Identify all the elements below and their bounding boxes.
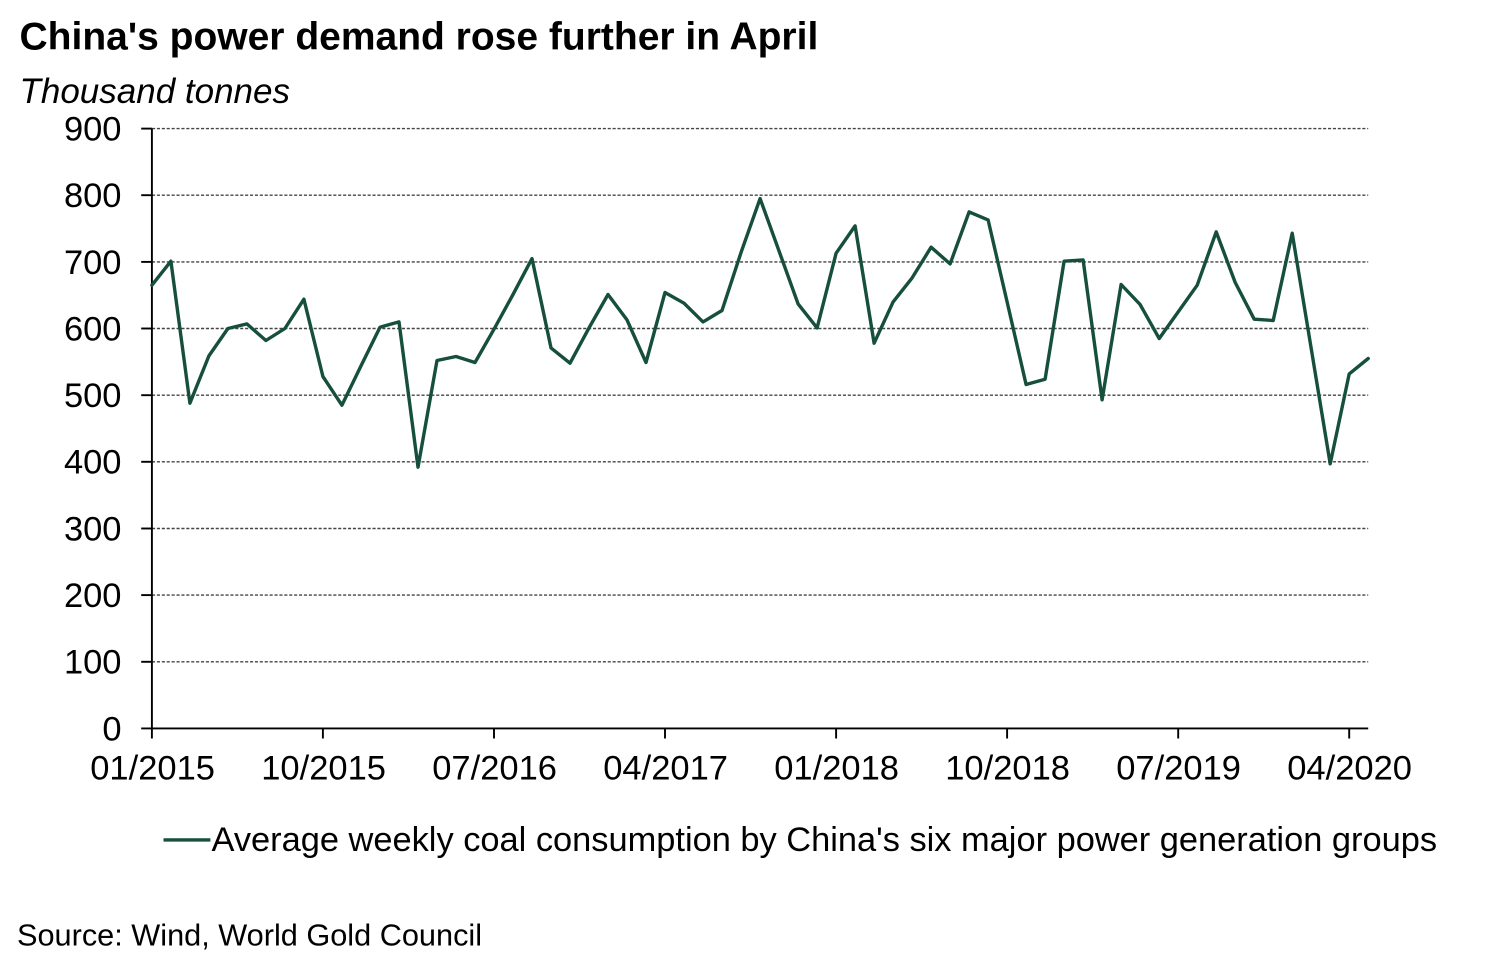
svg-text:900: 900 (64, 111, 122, 149)
svg-text:200: 200 (64, 577, 122, 615)
svg-text:07/2019: 07/2019 (1116, 750, 1241, 788)
svg-text:07/2016: 07/2016 (432, 750, 557, 788)
svg-text:China's power demand rose furt: China's power demand rose further in Apr… (20, 15, 819, 58)
svg-text:600: 600 (64, 310, 122, 348)
svg-text:10/2018: 10/2018 (945, 750, 1070, 788)
svg-text:400: 400 (64, 444, 122, 482)
svg-text:0: 0 (102, 710, 121, 748)
svg-text:500: 500 (64, 377, 122, 415)
svg-text:Average weekly coal consumptio: Average weekly coal consumption by China… (212, 821, 1438, 859)
svg-text:01/2018: 01/2018 (774, 750, 899, 788)
svg-text:800: 800 (64, 177, 122, 215)
svg-text:04/2020: 04/2020 (1287, 750, 1412, 788)
svg-text:Source: Wind, World Gold Counc: Source: Wind, World Gold Council (17, 918, 482, 953)
svg-text:100: 100 (64, 644, 122, 682)
svg-text:04/2017: 04/2017 (603, 750, 728, 788)
svg-text:700: 700 (64, 244, 122, 282)
svg-text:Thousand tonnes: Thousand tonnes (20, 72, 290, 111)
svg-text:01/2015: 01/2015 (90, 750, 215, 788)
svg-text:10/2015: 10/2015 (261, 750, 386, 788)
svg-text:300: 300 (64, 510, 122, 548)
